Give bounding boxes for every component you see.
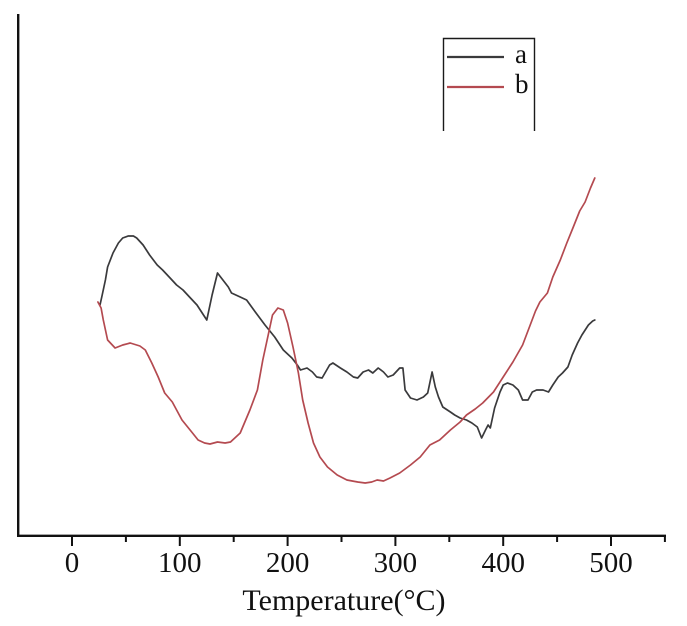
x-tick-label: 100 xyxy=(158,547,202,579)
series-line-b xyxy=(97,177,596,484)
x-axis-tick-labels: 0 100 200 300 400 500 xyxy=(65,547,633,579)
x-axis-ticks xyxy=(71,536,666,546)
legend: ab xyxy=(442,37,536,131)
legend-label-b: b xyxy=(515,69,529,99)
legend-box xyxy=(442,37,536,131)
x-tick-label: 200 xyxy=(266,547,310,579)
x-tick-label: 500 xyxy=(589,547,633,579)
legend-label-a: a xyxy=(515,39,527,69)
x-tick-label: 400 xyxy=(481,547,525,579)
x-tick-label: 0 xyxy=(65,547,80,579)
legend-items: ab xyxy=(447,39,529,99)
plot-series xyxy=(97,177,596,484)
x-axis-title: Temperature(°C) xyxy=(242,584,445,617)
x-axis: 0 100 200 300 400 500 xyxy=(17,534,666,579)
x-tick-label: 300 xyxy=(374,547,418,579)
series-line-a xyxy=(99,235,596,439)
